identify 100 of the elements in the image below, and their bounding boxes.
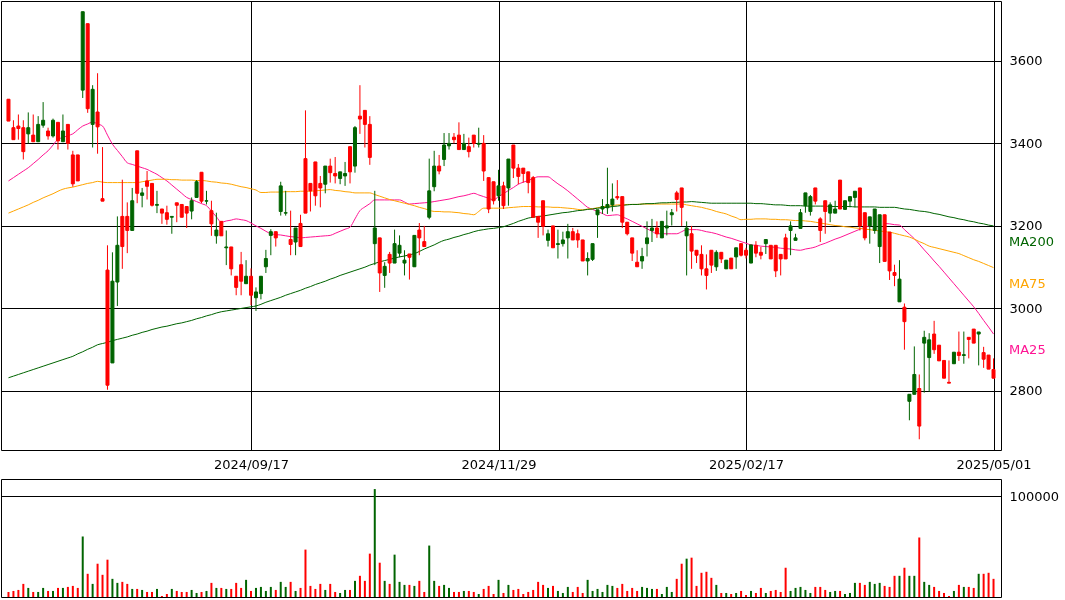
bar [517,588,520,597]
bar [923,581,926,597]
series-label: MA200 [1009,233,1054,249]
bar [497,579,500,597]
candlestick [456,121,461,151]
bar [477,593,480,597]
bar [844,593,847,597]
bar [185,591,188,597]
candlestick [382,261,387,289]
bar [373,489,376,597]
bar [254,587,257,597]
bar [378,562,381,597]
bar [611,585,614,597]
bar [804,589,807,597]
bar [556,590,559,597]
bar [86,573,89,597]
y-tick-label: 2800 [1009,383,1043,399]
candlestick [922,330,927,394]
bar [779,591,782,597]
y-tick-label: 3600 [1009,53,1043,69]
bar [349,589,352,597]
bar [774,589,777,597]
bar [235,582,238,597]
candlestick [461,133,466,151]
series-label: MA25 [1009,342,1046,358]
bar [215,587,218,597]
bar [240,587,243,597]
bar [720,592,723,597]
candlestick [249,267,254,306]
bar [928,584,931,597]
bar [200,591,203,597]
candlestick [244,259,249,285]
bar [848,592,851,597]
bar [819,586,822,597]
bar [472,591,475,597]
bar [710,577,713,597]
candlestick [31,113,36,143]
bar [591,590,594,597]
bar [839,590,842,597]
candlestick [645,220,650,257]
candlestick [748,244,753,264]
candlestick [823,200,828,235]
bar [507,584,510,597]
bar [987,572,990,597]
bar [878,582,881,597]
candlestick [437,154,442,175]
bar [457,591,460,597]
bar [433,580,436,597]
candlestick [976,331,981,366]
bar [61,587,64,597]
bar [27,587,30,597]
bar [834,590,837,597]
candlestick [258,275,263,300]
bar [230,588,233,597]
candlestick [649,218,654,243]
bar [319,583,322,597]
bar [358,575,361,597]
candlestick [154,190,159,214]
bar [141,589,144,597]
bar [967,586,970,597]
bar [428,545,431,597]
bar [106,559,109,597]
candlestick [714,249,719,272]
bar [749,590,752,597]
candlestick [55,121,60,151]
candlestick [169,215,174,235]
candlestick [60,113,65,143]
candlestick [640,247,645,270]
candlestick [560,231,565,248]
bar [190,589,193,597]
bar [269,586,272,597]
candlestick [65,123,70,151]
y-tick-label: 100000 [1009,488,1060,504]
candlestick [209,200,214,237]
candlestick [783,233,788,260]
candlestick [288,210,293,256]
bar [581,592,584,597]
bar [155,588,158,597]
bar [725,592,728,597]
candlestick [684,220,689,276]
bar [858,582,861,597]
bar [220,587,223,597]
bar [745,594,748,597]
y-tick-label: 3200 [1009,218,1043,234]
bar [888,586,891,597]
bar [685,558,688,597]
candlestick [164,205,169,226]
candlestick [407,253,412,281]
bar [393,554,396,597]
bar [512,589,515,597]
candlestick [956,331,961,362]
bar [329,583,332,597]
bar [170,588,173,597]
bar [96,563,99,597]
bar [527,591,530,597]
bar [655,588,658,597]
bar [957,584,960,597]
bar [175,590,178,597]
bar [37,591,40,597]
bar [492,593,495,597]
